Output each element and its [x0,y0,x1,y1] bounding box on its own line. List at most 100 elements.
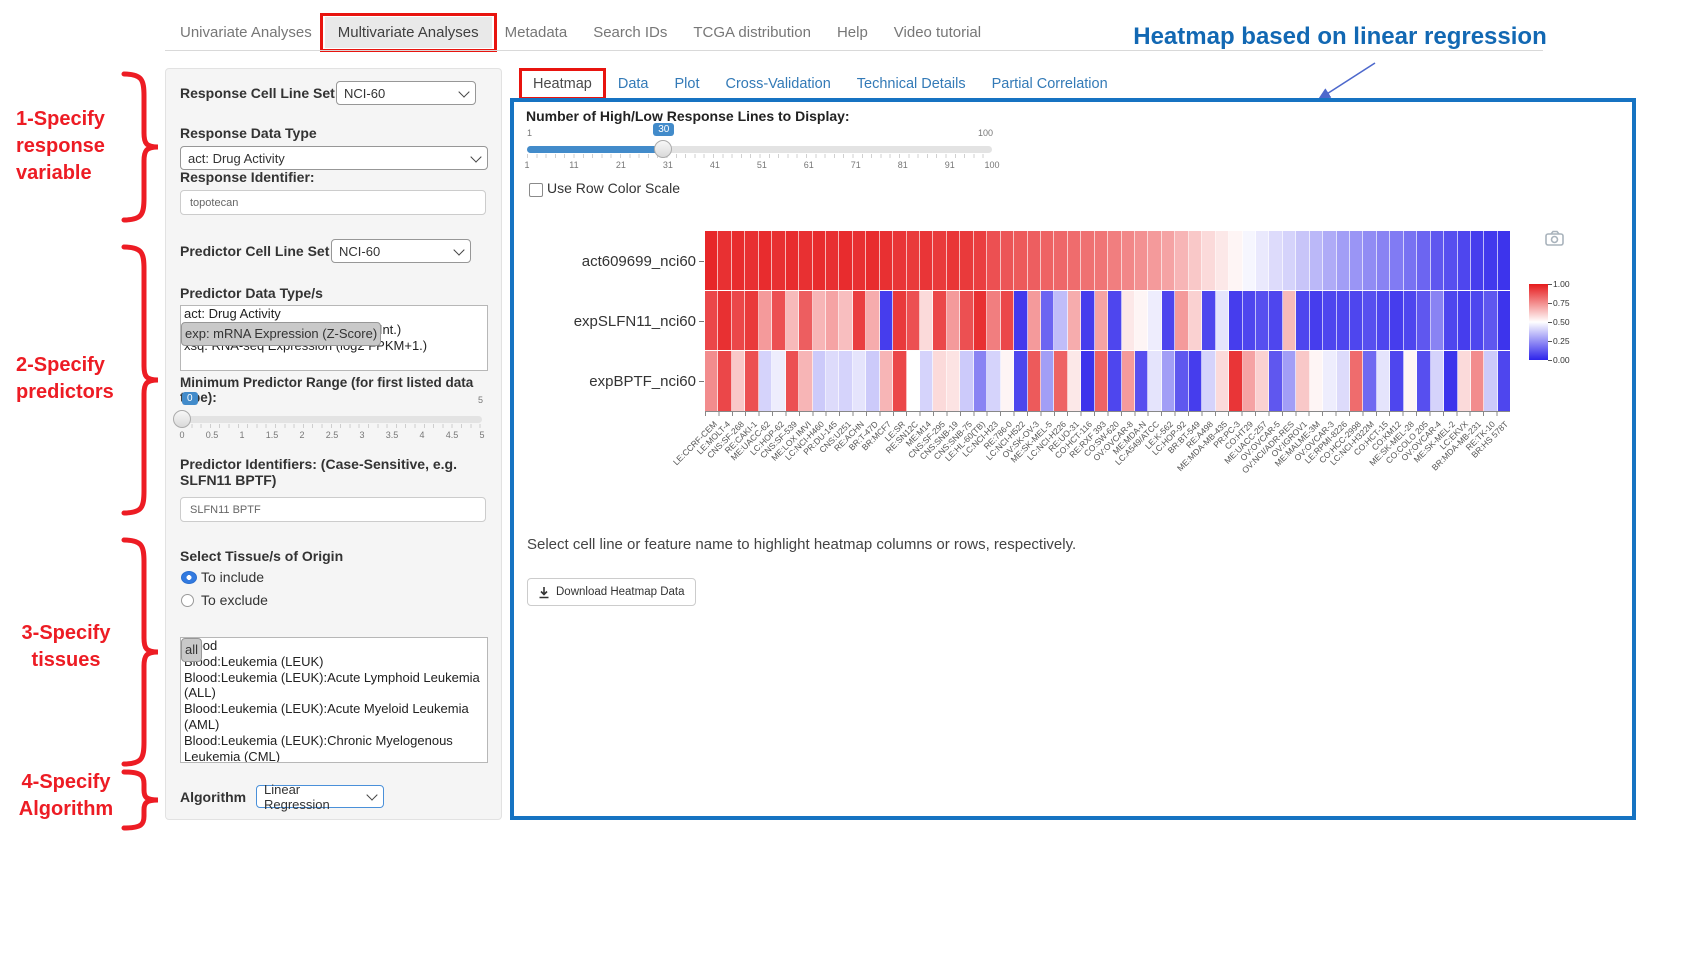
heatmap-feature-row [705,351,1511,411]
response-cell-line-set-label: Response Cell Line Set [180,85,335,101]
row-tick [699,261,704,262]
nav-item-help[interactable]: Help [836,23,868,41]
camera-icon[interactable] [1545,230,1565,246]
heatmap-cell [1390,231,1404,290]
option-blood-leukemia-leuk-acute-myeloid-leukemia-aml[interactable]: Blood:Leukemia (LEUK):Acute Myeloid Leuk… [184,701,469,732]
predictor-data-types-listbox[interactable]: act: Drug Activity exp: mRNA Expression (… [180,305,488,371]
heatmap-cell [1067,231,1082,290]
slider-minor-ticks [527,154,992,158]
heatmap-row-label-act609699-nci60[interactable]: act609699_nci60 [581,253,696,270]
algorithm-select[interactable]: Linear Regression [256,782,384,812]
heatmap-cell [1215,351,1230,411]
min-range-slider-handle[interactable] [173,410,191,428]
predictor-data-types-label: Predictor Data Type/s [180,285,323,301]
brace-step1 [121,71,159,223]
heatmap-cell [1484,231,1498,290]
heatmap-cell [1188,351,1203,411]
response-lines-slider-track[interactable] [527,146,992,153]
tissue-include-radio[interactable] [181,571,197,584]
option-blood-leukemia-leuk[interactable]: Blood:Leukemia (LEUK) [184,653,324,669]
min-range-slider-track[interactable] [182,416,482,423]
heatmap-cell [1094,231,1109,290]
colorbar-tick-label: 0.25 [1553,336,1570,346]
heatmap-cell [1161,351,1176,411]
heatmap-cell [1457,231,1471,290]
nav-item-video-tutorial[interactable]: Video tutorial [893,23,982,41]
response-lines-slider-label: Number of High/Low Response Lines to Dis… [526,108,850,124]
annotation-heading: Heatmap based on linear regression [1133,23,1547,50]
heatmap-cell [1081,231,1095,290]
tissue-exclude-radio[interactable] [181,594,194,607]
heatmap-cell [1000,291,1015,350]
heatmap-row-label-expslfn11-nci60[interactable]: expSLFN11_nci60 [573,313,696,330]
heatmap-cell [772,291,786,350]
option-blood[interactable]: Blood [181,638,487,654]
response-identifier-input[interactable]: topotecan [180,190,486,215]
heatmap-cell [1175,291,1189,350]
heatmap-cell [879,231,894,290]
nav-item-search-ids[interactable]: Search IDs [593,23,668,41]
tab-cross-validation[interactable]: Cross-Validation [725,76,831,92]
heatmap-cell [1121,231,1135,290]
heatmap-cell [1175,231,1189,290]
option-blood-leukemia-leuk-acute-lymphoid-leukemia-all[interactable]: Blood:Leukemia (LEUK):Acute Lymphoid Leu… [184,669,480,701]
predictor-identifiers-input[interactable]: SLFN11 BPTF [180,497,486,522]
tab-partial-correlation[interactable]: Partial Correlation [991,76,1108,92]
heatmap-cell [1000,231,1015,290]
heatmap-cell [1027,291,1041,350]
tissue-listbox[interactable]: allBloodBlood:Leukemia (LEUK)Blood:Leuke… [180,637,488,763]
option-exp-mrna-expression-z-score[interactable]: exp: mRNA Expression (Z-Score) [181,321,382,346]
tissue-include-label: To include [201,569,265,585]
heatmap-cell [1497,231,1511,290]
heatmap-cell [1040,351,1055,411]
tick-label: 1 [524,160,530,170]
colorbar-tick [1548,303,1552,304]
heatmap-cell [1376,351,1391,411]
min-range-value-badge: 0 [182,392,198,405]
tab-heatmap[interactable]: Heatmap [519,68,606,100]
option-act-drug-activity[interactable]: act: Drug Activity [184,306,281,321]
heatmap-cell [839,231,853,290]
response-lines-slider-handle[interactable] [654,140,673,158]
heatmap-cell [1229,231,1243,290]
heatmap-cell [1242,291,1256,350]
heatmap-cell [785,231,800,290]
navbar: Univariate Analyses Multivariate Analyses… [167,12,994,52]
heatmap-cell [812,231,826,290]
option-blood-leukemia-leuk-chronic-myelogenous-leukemia-cml[interactable]: Blood:Leukemia (LEUK):Chronic Myelogenou… [184,732,453,763]
nav-item-multivariate-analyses[interactable]: Multivariate Analyses [319,12,497,52]
option-all[interactable]: all [181,638,203,662]
heatmap-cell [920,231,934,290]
tick-label: 2 [299,430,305,440]
predictor-cell-line-set-select[interactable]: NCI-60 [331,239,471,263]
heatmap-cell [812,291,826,350]
nav-item-metadata[interactable]: Metadata [504,23,568,41]
tab-plot[interactable]: Plot [674,76,700,92]
download-heatmap-data-button[interactable]: Download Heatmap Data [527,578,696,606]
colorbar-tick-label: 0.50 [1553,317,1570,327]
heatmap-cell [1040,291,1055,350]
chevron-down-icon [453,243,465,256]
tab-technical-details[interactable]: Technical Details [856,76,966,92]
heatmap-cell [1417,231,1431,290]
tab-data[interactable]: Data [617,76,649,92]
response-cell-line-set-select[interactable]: NCI-60 [336,81,476,105]
row-color-scale-checkbox[interactable] [529,183,543,197]
predictor-cell-line-set-label: Predictor Cell Line Set [180,243,330,259]
response-data-type-select[interactable]: act: Drug Activity [180,146,488,170]
nav-item-tcga-distribution[interactable]: TCGA distribution [693,23,811,41]
heatmap-cell [1108,351,1122,411]
tick-label: 11 [569,160,579,170]
heatmap-cell [1094,291,1109,350]
heatmap-cell [866,291,880,350]
heatmap-cell [1457,291,1471,350]
heatmap-cell [1282,231,1297,290]
heatmap-cell [960,291,974,350]
heatmap-cell [1497,291,1511,350]
nav-item-univariate-analyses[interactable]: Univariate Analyses [180,23,312,41]
heatmap-grid [705,231,1511,412]
heatmap-row-label-expbptf-nci60[interactable]: expBPTF_nci60 [589,373,696,390]
heatmap-panel: Number of High/Low Response Lines to Dis… [510,98,1636,820]
heatmap-cell [1363,351,1377,411]
heatmap-cell [825,351,840,411]
